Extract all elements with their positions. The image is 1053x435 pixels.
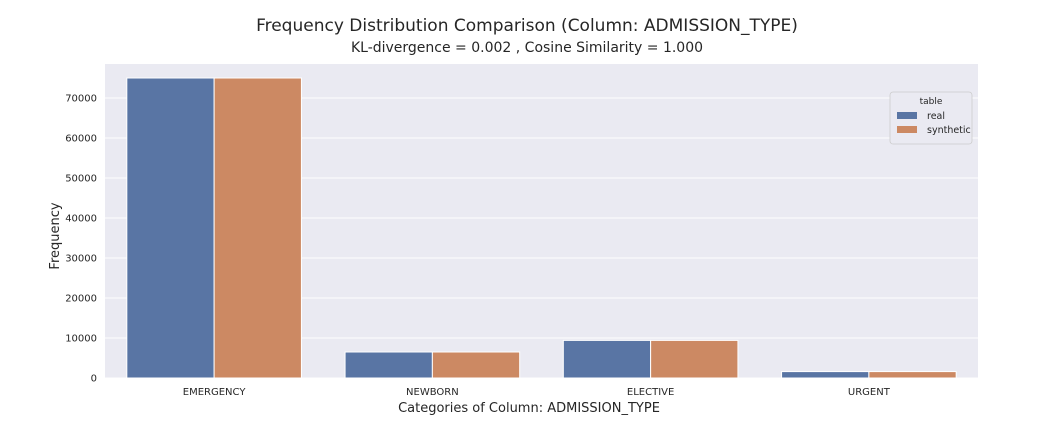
x-axis-label: Categories of Column: ADMISSION_TYPE [398, 401, 660, 416]
x-tick-label: EMERGENCY [183, 387, 247, 398]
x-tick-label: URGENT [848, 387, 891, 398]
chart-title: Frequency Distribution Comparison (Colum… [256, 16, 798, 36]
y-tick-label: 20000 [65, 294, 97, 305]
legend-title: table [920, 97, 943, 107]
x-tick-label: NEWBORN [406, 387, 459, 398]
chart-subtitle: KL-divergence = 0.002 , Cosine Similarit… [351, 40, 703, 56]
legend-label-real: real [927, 111, 945, 122]
legend-swatch-real [897, 112, 917, 119]
bar-real-emergency [126, 77, 215, 379]
bar-synthetic-emergency [213, 77, 302, 379]
x-tick-label: ELECTIVE [627, 387, 674, 398]
y-tick-label: 60000 [65, 134, 97, 145]
y-tick-label: 30000 [65, 254, 97, 265]
bar-real-urgent [781, 371, 870, 379]
bar-synthetic-newborn [431, 351, 521, 379]
bar-real-elective [562, 339, 652, 379]
bar-synthetic-urgent [868, 371, 957, 379]
y-axis-ticks: 0 10000 20000 30000 40000 50000 60000 70000 [65, 94, 97, 385]
legend-label-synthetic: synthetic [927, 125, 971, 136]
bar-real-newborn [344, 351, 433, 379]
bar-synthetic-elective [650, 339, 739, 379]
legend: table real synthetic [889, 91, 973, 145]
y-tick-label: 10000 [65, 334, 97, 345]
y-axis-label: Frequency [48, 202, 63, 269]
y-tick-label: 0 [91, 374, 97, 385]
y-tick-label: 40000 [65, 214, 97, 225]
legend-swatch-synthetic [897, 126, 917, 133]
bars [126, 77, 957, 379]
y-tick-label: 50000 [65, 174, 97, 185]
legend-items: real synthetic [897, 111, 971, 136]
x-axis-ticks: EMERGENCY NEWBORN ELECTIVE URGENT [183, 387, 891, 398]
y-tick-label: 70000 [65, 94, 97, 105]
